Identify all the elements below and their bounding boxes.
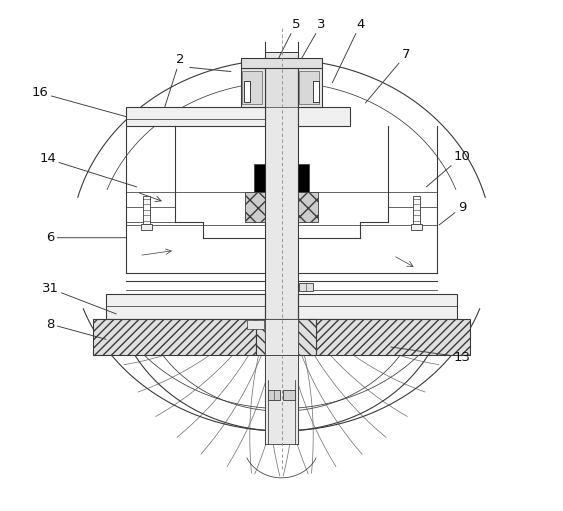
Text: 8: 8	[46, 318, 106, 339]
Bar	[265, 58, 298, 107]
Bar	[410, 224, 422, 230]
Bar	[283, 390, 294, 400]
Bar	[245, 192, 265, 222]
Bar	[254, 164, 265, 192]
Bar	[106, 294, 265, 319]
Bar	[143, 196, 150, 224]
Bar	[413, 196, 420, 224]
Bar	[269, 390, 280, 400]
Bar	[248, 320, 264, 329]
Bar	[241, 68, 265, 107]
Bar	[244, 81, 250, 102]
Text: 31: 31	[42, 282, 117, 314]
Bar	[127, 107, 265, 126]
Text: 14: 14	[39, 152, 137, 187]
Bar	[298, 294, 457, 319]
Bar	[307, 319, 470, 355]
Text: 4: 4	[332, 18, 364, 83]
Text: 7: 7	[365, 48, 410, 103]
Bar	[298, 192, 318, 222]
Bar	[298, 164, 309, 192]
Bar	[298, 107, 350, 126]
Bar	[141, 224, 153, 230]
Bar	[93, 319, 256, 355]
Text: 16: 16	[32, 86, 127, 117]
Bar	[242, 71, 262, 104]
Bar	[256, 319, 316, 355]
Bar	[241, 58, 322, 68]
Bar	[299, 71, 319, 104]
Bar	[265, 319, 298, 355]
Text: 13: 13	[391, 347, 471, 364]
Text: 5: 5	[274, 18, 300, 67]
Text: 3: 3	[300, 18, 325, 62]
Text: 9: 9	[439, 201, 466, 225]
Bar	[313, 81, 319, 102]
Bar	[298, 68, 322, 107]
Bar	[265, 355, 298, 444]
Bar	[265, 52, 298, 408]
Bar	[299, 283, 313, 291]
Text: 10: 10	[426, 150, 470, 187]
Text: 2: 2	[159, 53, 184, 123]
Text: 6: 6	[46, 231, 127, 244]
